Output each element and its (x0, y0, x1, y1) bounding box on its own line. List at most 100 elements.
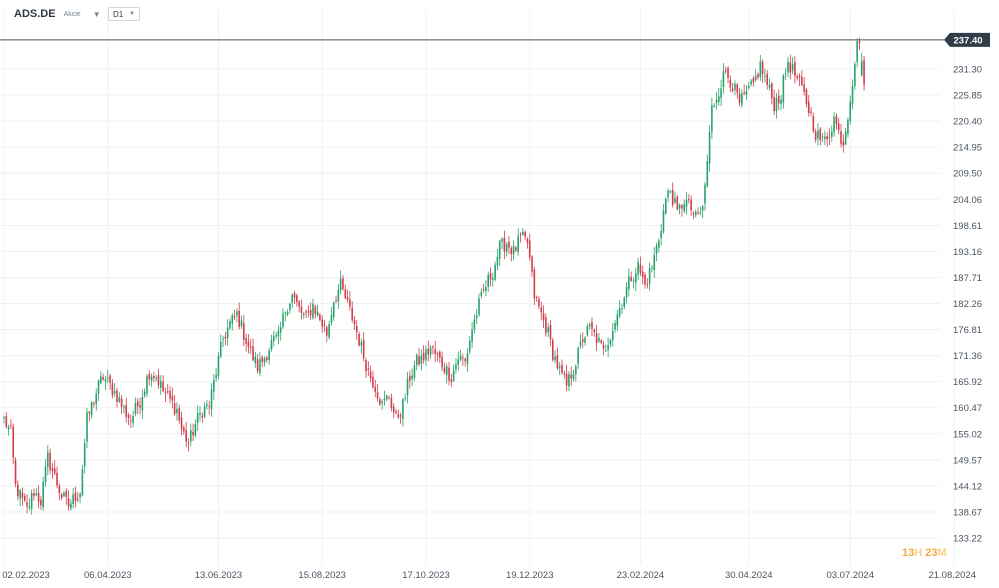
candle (863, 55, 865, 91)
candle (56, 466, 58, 489)
candle (406, 371, 409, 404)
candle (349, 290, 351, 311)
candle (3, 415, 5, 424)
candle (607, 337, 609, 357)
candle (450, 373, 453, 387)
candle (847, 117, 849, 138)
candle (213, 374, 215, 400)
symbol-name: ADS.DE (14, 8, 56, 20)
candle (409, 370, 411, 389)
x-tick-label: 02.02.2023 (2, 570, 50, 581)
candle (44, 459, 47, 487)
candle (169, 386, 171, 404)
candle (113, 383, 116, 397)
candle (722, 62, 725, 94)
candle (630, 271, 632, 282)
candle (775, 92, 778, 119)
candle (35, 488, 38, 497)
candle (328, 320, 330, 340)
candle (95, 388, 98, 411)
candle (376, 384, 379, 402)
x-tick-label: 03.07.2024 (826, 570, 874, 581)
candle (60, 492, 63, 501)
candle (508, 236, 510, 254)
candle (215, 368, 217, 382)
candle (771, 82, 773, 105)
candle (528, 233, 531, 261)
candle (102, 373, 104, 381)
candle (667, 188, 669, 203)
candle (646, 278, 649, 289)
candle (243, 314, 245, 347)
candle (326, 325, 328, 343)
candle (259, 351, 261, 377)
candle (111, 378, 114, 399)
candle (332, 301, 335, 321)
candle (498, 239, 501, 267)
candle (404, 393, 407, 402)
candle (192, 423, 194, 442)
candle (448, 361, 450, 386)
candle (12, 423, 15, 465)
candle (392, 403, 395, 418)
candle (588, 322, 591, 330)
candle (346, 289, 349, 303)
candle (824, 130, 826, 146)
candle (531, 254, 533, 277)
candle (14, 457, 17, 488)
candle (475, 308, 478, 324)
x-tick-label: 13.06.2023 (195, 570, 243, 581)
candle (715, 92, 718, 110)
candle (591, 317, 593, 337)
candle (692, 211, 695, 219)
candle (713, 103, 715, 108)
candle (849, 95, 852, 125)
candle (425, 345, 427, 367)
y-tick-label: 214.95 (953, 143, 982, 154)
candle (519, 232, 522, 243)
candle (86, 407, 88, 449)
candle (522, 227, 524, 236)
candle (65, 488, 68, 505)
candle (526, 237, 529, 249)
candle (644, 272, 646, 289)
candle (302, 312, 305, 319)
candle (478, 293, 480, 317)
candle (47, 445, 49, 476)
candle (473, 314, 476, 334)
candle (784, 67, 787, 81)
candle (563, 371, 566, 379)
candle (558, 362, 561, 376)
candle (365, 357, 367, 379)
symbol-dropdown-icon[interactable]: ▼ (92, 9, 101, 19)
candle (7, 424, 10, 436)
candle (436, 351, 439, 362)
candle (609, 338, 612, 348)
candle (93, 401, 95, 408)
candle (76, 491, 79, 503)
candle (342, 275, 344, 291)
candle (42, 476, 44, 511)
candle (805, 88, 808, 108)
candle (593, 328, 596, 337)
candle (584, 336, 586, 346)
candle (323, 319, 326, 332)
candle (23, 493, 26, 503)
candle (390, 393, 393, 412)
candle (279, 321, 282, 341)
x-tick-label: 30.04.2024 (725, 570, 773, 581)
y-tick-label: 176.81 (953, 325, 982, 336)
candle (344, 284, 347, 300)
candle (171, 387, 174, 409)
timeframe-value: D1 (113, 9, 124, 19)
candle (821, 133, 824, 142)
candle (58, 483, 61, 501)
timeframe-select[interactable]: D1 ▼ (108, 7, 140, 21)
candle (734, 80, 736, 96)
candle (803, 77, 805, 96)
candle (570, 366, 573, 386)
candle (810, 106, 812, 117)
candle (187, 438, 190, 452)
candle (856, 38, 858, 68)
